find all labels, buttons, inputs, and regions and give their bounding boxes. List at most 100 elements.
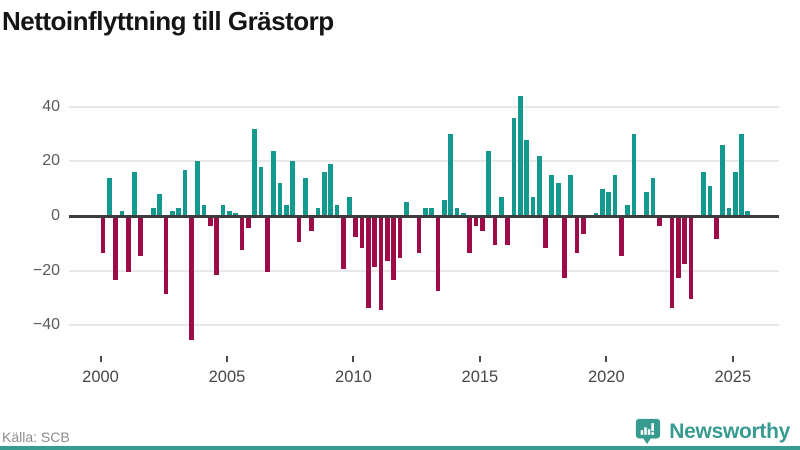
chart-title: Nettoinflyttning till Grästorp <box>2 6 334 36</box>
bar <box>277 183 283 216</box>
y-tick-label: 0 <box>51 207 60 224</box>
bar <box>245 217 251 229</box>
bar <box>644 191 650 216</box>
bar <box>106 177 112 216</box>
bar <box>264 217 270 272</box>
x-tick <box>478 356 481 362</box>
bar <box>334 205 340 216</box>
bar <box>606 191 612 216</box>
bar <box>296 217 302 242</box>
x-tick <box>731 356 734 362</box>
bar <box>688 217 694 300</box>
bar <box>353 217 359 237</box>
brand-lockup: Newsworthy <box>634 417 790 447</box>
bar <box>220 205 226 216</box>
bar <box>669 217 675 308</box>
bar <box>448 134 454 216</box>
bar <box>423 207 428 216</box>
bar <box>290 161 295 216</box>
x-tick-label: 2020 <box>587 368 625 386</box>
bar <box>416 217 422 253</box>
bar <box>201 205 207 216</box>
bar <box>359 217 365 248</box>
bar <box>619 217 624 256</box>
x-tick-label: 2025 <box>714 368 752 386</box>
bar <box>492 217 498 245</box>
bar <box>479 217 485 232</box>
y-tick-label: 40 <box>42 97 60 115</box>
bar <box>441 199 447 216</box>
x-tick-label: 2005 <box>208 368 246 386</box>
bar <box>239 217 245 251</box>
bar <box>429 207 435 216</box>
bar <box>467 217 472 253</box>
bar <box>454 207 460 216</box>
bar <box>581 217 586 234</box>
bar <box>113 217 118 281</box>
bar <box>138 217 144 256</box>
bar <box>340 217 346 270</box>
bar <box>530 196 536 216</box>
x-tick <box>99 356 102 362</box>
bar <box>315 207 321 216</box>
bar <box>498 196 504 216</box>
bar <box>378 217 384 311</box>
bar <box>720 145 725 216</box>
bar <box>600 188 605 216</box>
bar <box>233 213 239 216</box>
bar <box>511 117 517 216</box>
zero-axis-line <box>69 215 779 218</box>
bar <box>385 217 390 262</box>
bar <box>732 172 738 216</box>
bar <box>675 217 681 278</box>
bar <box>170 210 175 216</box>
bar <box>404 202 409 216</box>
bar <box>283 205 289 216</box>
x-tick-label: 2000 <box>82 368 119 386</box>
bar <box>460 213 466 216</box>
bar <box>713 217 719 240</box>
bar <box>549 175 555 216</box>
bar <box>543 217 548 248</box>
bar <box>473 217 479 226</box>
bar <box>182 169 188 216</box>
gridline <box>69 160 779 163</box>
bar <box>321 172 327 216</box>
x-tick-label: 2015 <box>461 368 499 386</box>
bar <box>568 175 574 216</box>
bar <box>227 210 232 216</box>
bar <box>701 172 706 216</box>
bar <box>328 164 333 216</box>
gridline <box>69 105 779 108</box>
gridline <box>69 324 779 327</box>
bar <box>555 183 561 216</box>
bar <box>707 186 713 216</box>
bar <box>517 96 523 216</box>
x-tick-label: 2010 <box>335 368 372 386</box>
bar <box>132 172 137 216</box>
x-tick <box>352 356 355 362</box>
bar <box>656 217 662 226</box>
bar <box>309 217 314 232</box>
brand-bottom-strip <box>0 446 800 450</box>
y-tick-label: −40 <box>32 316 60 334</box>
bar <box>435 217 441 292</box>
bar <box>163 217 169 294</box>
bar <box>100 217 106 253</box>
bar <box>745 210 751 216</box>
bar <box>726 207 732 216</box>
bar <box>189 217 194 341</box>
bar <box>252 128 258 216</box>
brand-name: Newsworthy <box>669 420 790 443</box>
bar <box>650 177 656 216</box>
y-tick-label: 20 <box>42 152 60 170</box>
bar <box>631 134 637 216</box>
bar <box>536 156 542 216</box>
bar <box>391 217 397 281</box>
bar <box>302 177 308 216</box>
bar <box>372 217 378 267</box>
bar <box>214 217 220 275</box>
bar <box>119 210 125 216</box>
